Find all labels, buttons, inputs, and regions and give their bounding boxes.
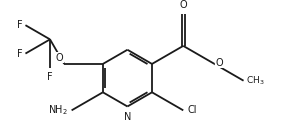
Text: F: F bbox=[17, 20, 23, 30]
Text: F: F bbox=[17, 49, 23, 59]
Text: O: O bbox=[216, 58, 223, 68]
Text: NH$_2$: NH$_2$ bbox=[48, 103, 68, 117]
Text: N: N bbox=[124, 112, 131, 122]
Text: O: O bbox=[179, 0, 187, 10]
Text: Cl: Cl bbox=[187, 105, 197, 115]
Text: O: O bbox=[55, 53, 63, 63]
Text: F: F bbox=[47, 72, 53, 82]
Text: CH$_3$: CH$_3$ bbox=[246, 74, 265, 87]
